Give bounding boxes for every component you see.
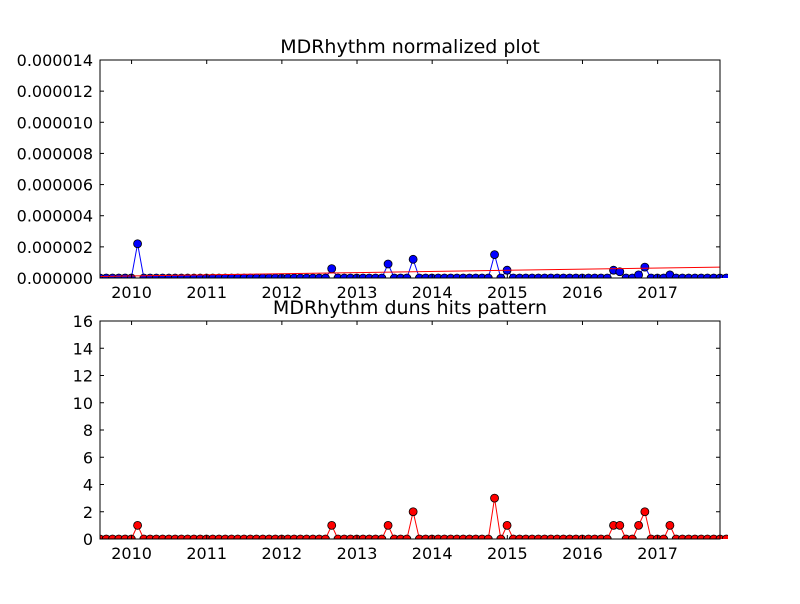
data-point bbox=[327, 264, 337, 274]
y-tick-label: 0.000002 bbox=[17, 238, 93, 257]
x-tick-label: 2014 bbox=[412, 544, 453, 563]
y-tick-label: 0.000008 bbox=[17, 144, 93, 163]
plot-area bbox=[100, 86, 755, 282]
data-point bbox=[483, 534, 493, 539]
y-tick-label: 0.000006 bbox=[17, 176, 93, 195]
data-point bbox=[383, 520, 393, 530]
data-point bbox=[615, 520, 625, 530]
data-point bbox=[383, 259, 393, 269]
data-point bbox=[634, 520, 643, 530]
x-tick-label: 2011 bbox=[186, 544, 227, 563]
y-tick-label: 0.000000 bbox=[17, 269, 93, 288]
chart-panel-1: 2010 2011 2012 2013 2014 2015 2016 2017 0.000000… bbox=[17, 36, 755, 302]
data-point bbox=[640, 507, 650, 517]
data-point bbox=[321, 534, 330, 539]
x-tick-label: 2014 bbox=[412, 283, 453, 302]
x-tick-label: 2017 bbox=[637, 283, 678, 302]
data-point bbox=[408, 254, 418, 264]
x-tick-label: 2013 bbox=[337, 283, 378, 302]
data-point bbox=[133, 520, 142, 530]
data-point bbox=[327, 520, 337, 530]
data-point bbox=[408, 507, 418, 517]
y-tick-label: 0.000014 bbox=[17, 51, 93, 70]
data-point bbox=[496, 534, 506, 539]
chart-title: MDRhythm normalized plot bbox=[280, 36, 540, 58]
data-point bbox=[483, 273, 493, 278]
y-tick-label: 8 bbox=[83, 421, 93, 440]
data-point bbox=[741, 372, 749, 380]
data-point bbox=[490, 493, 499, 503]
axes-frame bbox=[99, 59, 721, 279]
data-point bbox=[133, 239, 142, 249]
data-point bbox=[402, 534, 412, 539]
y-tick-label: 14 bbox=[73, 339, 93, 358]
x-tick-label: 2015 bbox=[487, 544, 528, 563]
x-tick-label: 2012 bbox=[262, 283, 303, 302]
x-tick-label: 2011 bbox=[186, 283, 227, 302]
data-point bbox=[747, 86, 755, 94]
series-line-1 bbox=[100, 498, 728, 539]
data-point bbox=[377, 273, 387, 278]
data-point bbox=[729, 535, 737, 543]
x-tick-label: 2017 bbox=[637, 544, 678, 563]
data-point bbox=[735, 440, 743, 448]
data-point bbox=[496, 273, 506, 278]
data-point bbox=[602, 534, 612, 539]
data-point bbox=[659, 534, 669, 539]
y-tick-label: 0.000010 bbox=[17, 113, 93, 132]
data-point bbox=[502, 520, 512, 530]
plot-area bbox=[100, 331, 755, 543]
chart-panel-2: 2010 2011 2012 2013 2014 2015 2016 2017 0 2 4 6 8 10 1… bbox=[73, 297, 755, 563]
data-point bbox=[402, 273, 412, 278]
data-point bbox=[665, 520, 675, 530]
y-tick-label: 6 bbox=[83, 448, 93, 467]
x-tick-label: 2010 bbox=[111, 544, 152, 563]
x-tick-label: 2016 bbox=[562, 283, 603, 302]
data-point bbox=[721, 534, 728, 539]
y-tick-label: 0.000012 bbox=[17, 82, 93, 101]
y-tick-label: 4 bbox=[83, 476, 93, 495]
chart-title: MDRhythm duns hits pattern bbox=[273, 297, 547, 319]
x-tick-label: 2016 bbox=[562, 544, 603, 563]
x-tick-label: 2013 bbox=[337, 544, 378, 563]
data-point bbox=[721, 273, 728, 278]
data-point bbox=[741, 196, 749, 204]
data-point bbox=[615, 267, 625, 277]
y-tick-label: 12 bbox=[73, 367, 93, 386]
x-tick-label: 2010 bbox=[111, 283, 152, 302]
data-point bbox=[640, 262, 650, 272]
y-tick-label: 2 bbox=[83, 503, 93, 522]
y-tick-label: 0 bbox=[83, 530, 93, 549]
data-point bbox=[490, 250, 499, 260]
data-point bbox=[602, 273, 612, 278]
x-tick-label: 2015 bbox=[487, 283, 528, 302]
y-tick-label: 10 bbox=[73, 394, 93, 413]
data-point bbox=[735, 227, 743, 235]
data-point bbox=[321, 273, 330, 278]
data-point bbox=[377, 534, 387, 539]
y-tick-label: 0.000004 bbox=[17, 207, 93, 226]
data-point bbox=[634, 270, 643, 278]
data-point bbox=[747, 331, 755, 339]
x-tick-label: 2012 bbox=[262, 544, 303, 563]
axes-frame bbox=[99, 320, 721, 540]
series-line-2 bbox=[100, 266, 721, 277]
y-tick-label: 16 bbox=[73, 312, 93, 331]
data-point bbox=[729, 274, 737, 282]
data-point bbox=[627, 534, 637, 539]
series-line-1 bbox=[100, 243, 728, 278]
